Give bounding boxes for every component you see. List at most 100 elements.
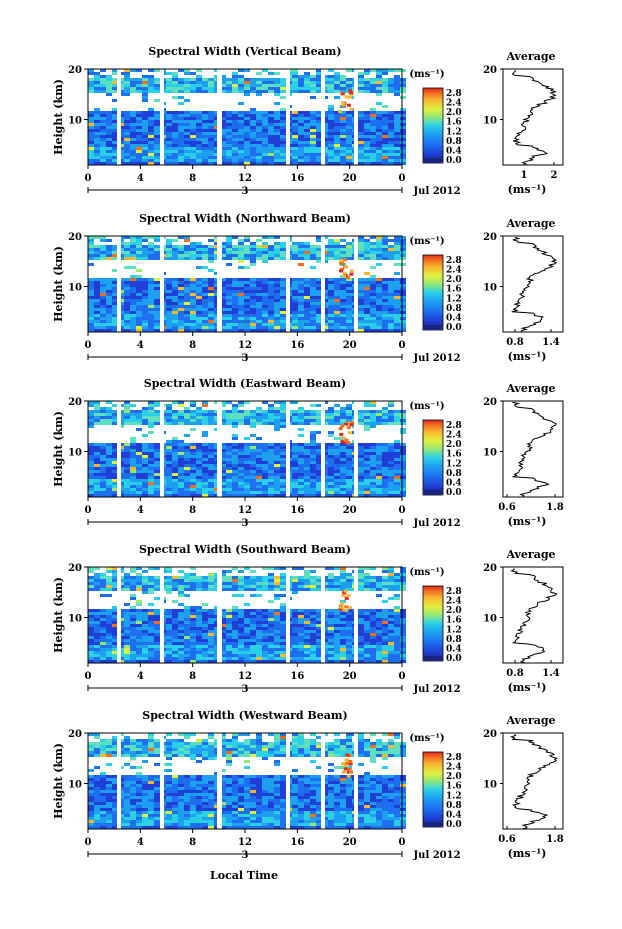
- colorbar-tick-label: 2.0: [446, 440, 462, 450]
- average-x-tick-label: 0.8: [506, 337, 523, 348]
- x-tick-label: 8: [189, 340, 196, 351]
- average-plot-frame: [502, 400, 564, 498]
- day-label: 3: [242, 684, 249, 695]
- average-x-axis-label: (ms⁻¹): [508, 847, 547, 860]
- colorbar-tick-label: 2.0: [446, 108, 462, 118]
- heatmap: [87, 732, 406, 830]
- average-plot-frame: [502, 68, 564, 166]
- colorbar-tick-label: 0.8: [446, 635, 462, 645]
- average-x-tick-label: 0.6: [498, 502, 515, 513]
- average-title: Average: [505, 548, 555, 561]
- average-title: Average: [505, 50, 555, 63]
- colorbar-tick-label: 0.8: [446, 304, 462, 314]
- x-tick-label: 20: [343, 837, 357, 848]
- y-tick-label: 10: [68, 448, 82, 459]
- x-tick-label: 12: [238, 837, 252, 848]
- average-y-tick-label: 20: [483, 729, 497, 740]
- average-title: Average: [505, 382, 555, 395]
- average-y-tick-label: 10: [483, 780, 497, 791]
- colorbar-tick-label: 2.0: [446, 275, 462, 285]
- colorbar-tick-label: 2.0: [446, 606, 462, 616]
- colorbar-tick-label: 2.4: [446, 99, 462, 109]
- colorbar-tick-label: 2.8: [446, 256, 462, 266]
- x-tick-label: 4: [137, 671, 144, 682]
- heatmap: [87, 400, 406, 498]
- x-tick-label: 0: [399, 837, 406, 848]
- day-label: 3: [242, 353, 249, 364]
- colorbar-unit: (ms⁻¹): [409, 69, 444, 80]
- colorbar-tick-label: 1.6: [446, 285, 462, 295]
- colorbar-unit: (ms⁻¹): [409, 733, 444, 744]
- colorbar-tick-label: 0.4: [446, 146, 462, 156]
- x-tick-label: 12: [238, 505, 252, 516]
- panel-title: Spectral Width (Westward Beam): [142, 709, 347, 722]
- colorbar-tick-label: 2.8: [446, 587, 462, 597]
- average-plot-frame: [502, 235, 564, 333]
- heatmap: [87, 566, 406, 664]
- x-tick-label: 8: [189, 671, 196, 682]
- x-tick-label: 12: [238, 340, 252, 351]
- y-axis-label: Height (km): [52, 743, 65, 819]
- x-tick-label: 16: [290, 340, 304, 351]
- x-tick-label: 16: [290, 837, 304, 848]
- colorbar-tick-label: 2.8: [446, 89, 462, 99]
- colorbar-tick-label: 0.0: [446, 654, 462, 664]
- x-tick-label: 4: [137, 837, 144, 848]
- x-tick-label: 0: [85, 340, 92, 351]
- y-tick-label: 10: [68, 283, 82, 294]
- x-tick-label: 16: [290, 173, 304, 184]
- day-label: 3: [242, 518, 249, 529]
- x-tick-label: 20: [343, 671, 357, 682]
- x-tick-label: 16: [290, 671, 304, 682]
- average-plot-frame: [502, 732, 564, 830]
- average-y-tick-label: 10: [483, 614, 497, 625]
- colorbar: [422, 751, 444, 828]
- y-tick-label: 20: [68, 729, 82, 740]
- average-x-axis-label: (ms⁻¹): [508, 350, 547, 363]
- x-axis-title-local-time: Local Time: [210, 869, 278, 882]
- colorbar-tick-label: 1.2: [446, 791, 462, 801]
- y-axis-label: Height (km): [52, 411, 65, 487]
- average-profile-line: [510, 568, 557, 664]
- colorbar-tick-label: 1.2: [446, 625, 462, 635]
- panel-0: Spectral Width (Vertical Beam)2010Height…: [52, 45, 564, 197]
- colorbar-tick-label: 0.0: [446, 820, 462, 830]
- panel-title: Spectral Width (Southward Beam): [139, 543, 351, 556]
- heatmap: [87, 68, 406, 166]
- panel-4: Spectral Width (Westward Beam)2010Height…: [52, 709, 564, 861]
- colorbar-tick-label: 1.6: [446, 118, 462, 128]
- average-y-tick-label: 10: [483, 448, 497, 459]
- panels-container: Spectral Width (Vertical Beam)2010Height…: [52, 45, 564, 861]
- y-tick-label: 10: [68, 614, 82, 625]
- average-profile-line: [509, 733, 559, 830]
- average-x-axis-label: (ms⁻¹): [508, 183, 547, 196]
- panel-title: Spectral Width (Vertical Beam): [148, 45, 341, 58]
- average-x-axis-label: (ms⁻¹): [508, 681, 547, 694]
- y-tick-label: 20: [68, 397, 82, 408]
- colorbar-tick-label: 2.4: [446, 763, 462, 773]
- y-tick-label: 10: [68, 116, 82, 127]
- average-profile-line: [511, 236, 558, 333]
- average-y-tick-label: 10: [483, 283, 497, 294]
- average-x-axis-label: (ms⁻¹): [508, 515, 547, 528]
- colorbar-tick-label: 2.4: [446, 597, 462, 607]
- average-y-tick-label: 20: [483, 563, 497, 574]
- colorbar-tick-label: 0.0: [446, 488, 462, 498]
- average-y-tick-label: 20: [483, 397, 497, 408]
- date-label: Jul 2012: [412, 353, 460, 364]
- x-tick-label: 12: [238, 671, 252, 682]
- x-tick-label: 0: [85, 505, 92, 516]
- average-title: Average: [505, 714, 555, 727]
- colorbar-tick-label: 2.8: [446, 753, 462, 763]
- average-plot-frame: [502, 566, 564, 664]
- colorbar-tick-label: 0.0: [446, 156, 462, 166]
- x-tick-label: 4: [137, 505, 144, 516]
- colorbar-unit: (ms⁻¹): [409, 567, 444, 578]
- y-tick-label: 20: [68, 65, 82, 76]
- panel-3: Spectral Width (Southward Beam)2010Heigh…: [52, 543, 564, 695]
- panel-title: Spectral Width (Eastward Beam): [144, 377, 346, 390]
- y-tick-label: 10: [68, 780, 82, 791]
- x-tick-label: 0: [85, 173, 92, 184]
- colorbar-tick-label: 0.0: [446, 323, 462, 333]
